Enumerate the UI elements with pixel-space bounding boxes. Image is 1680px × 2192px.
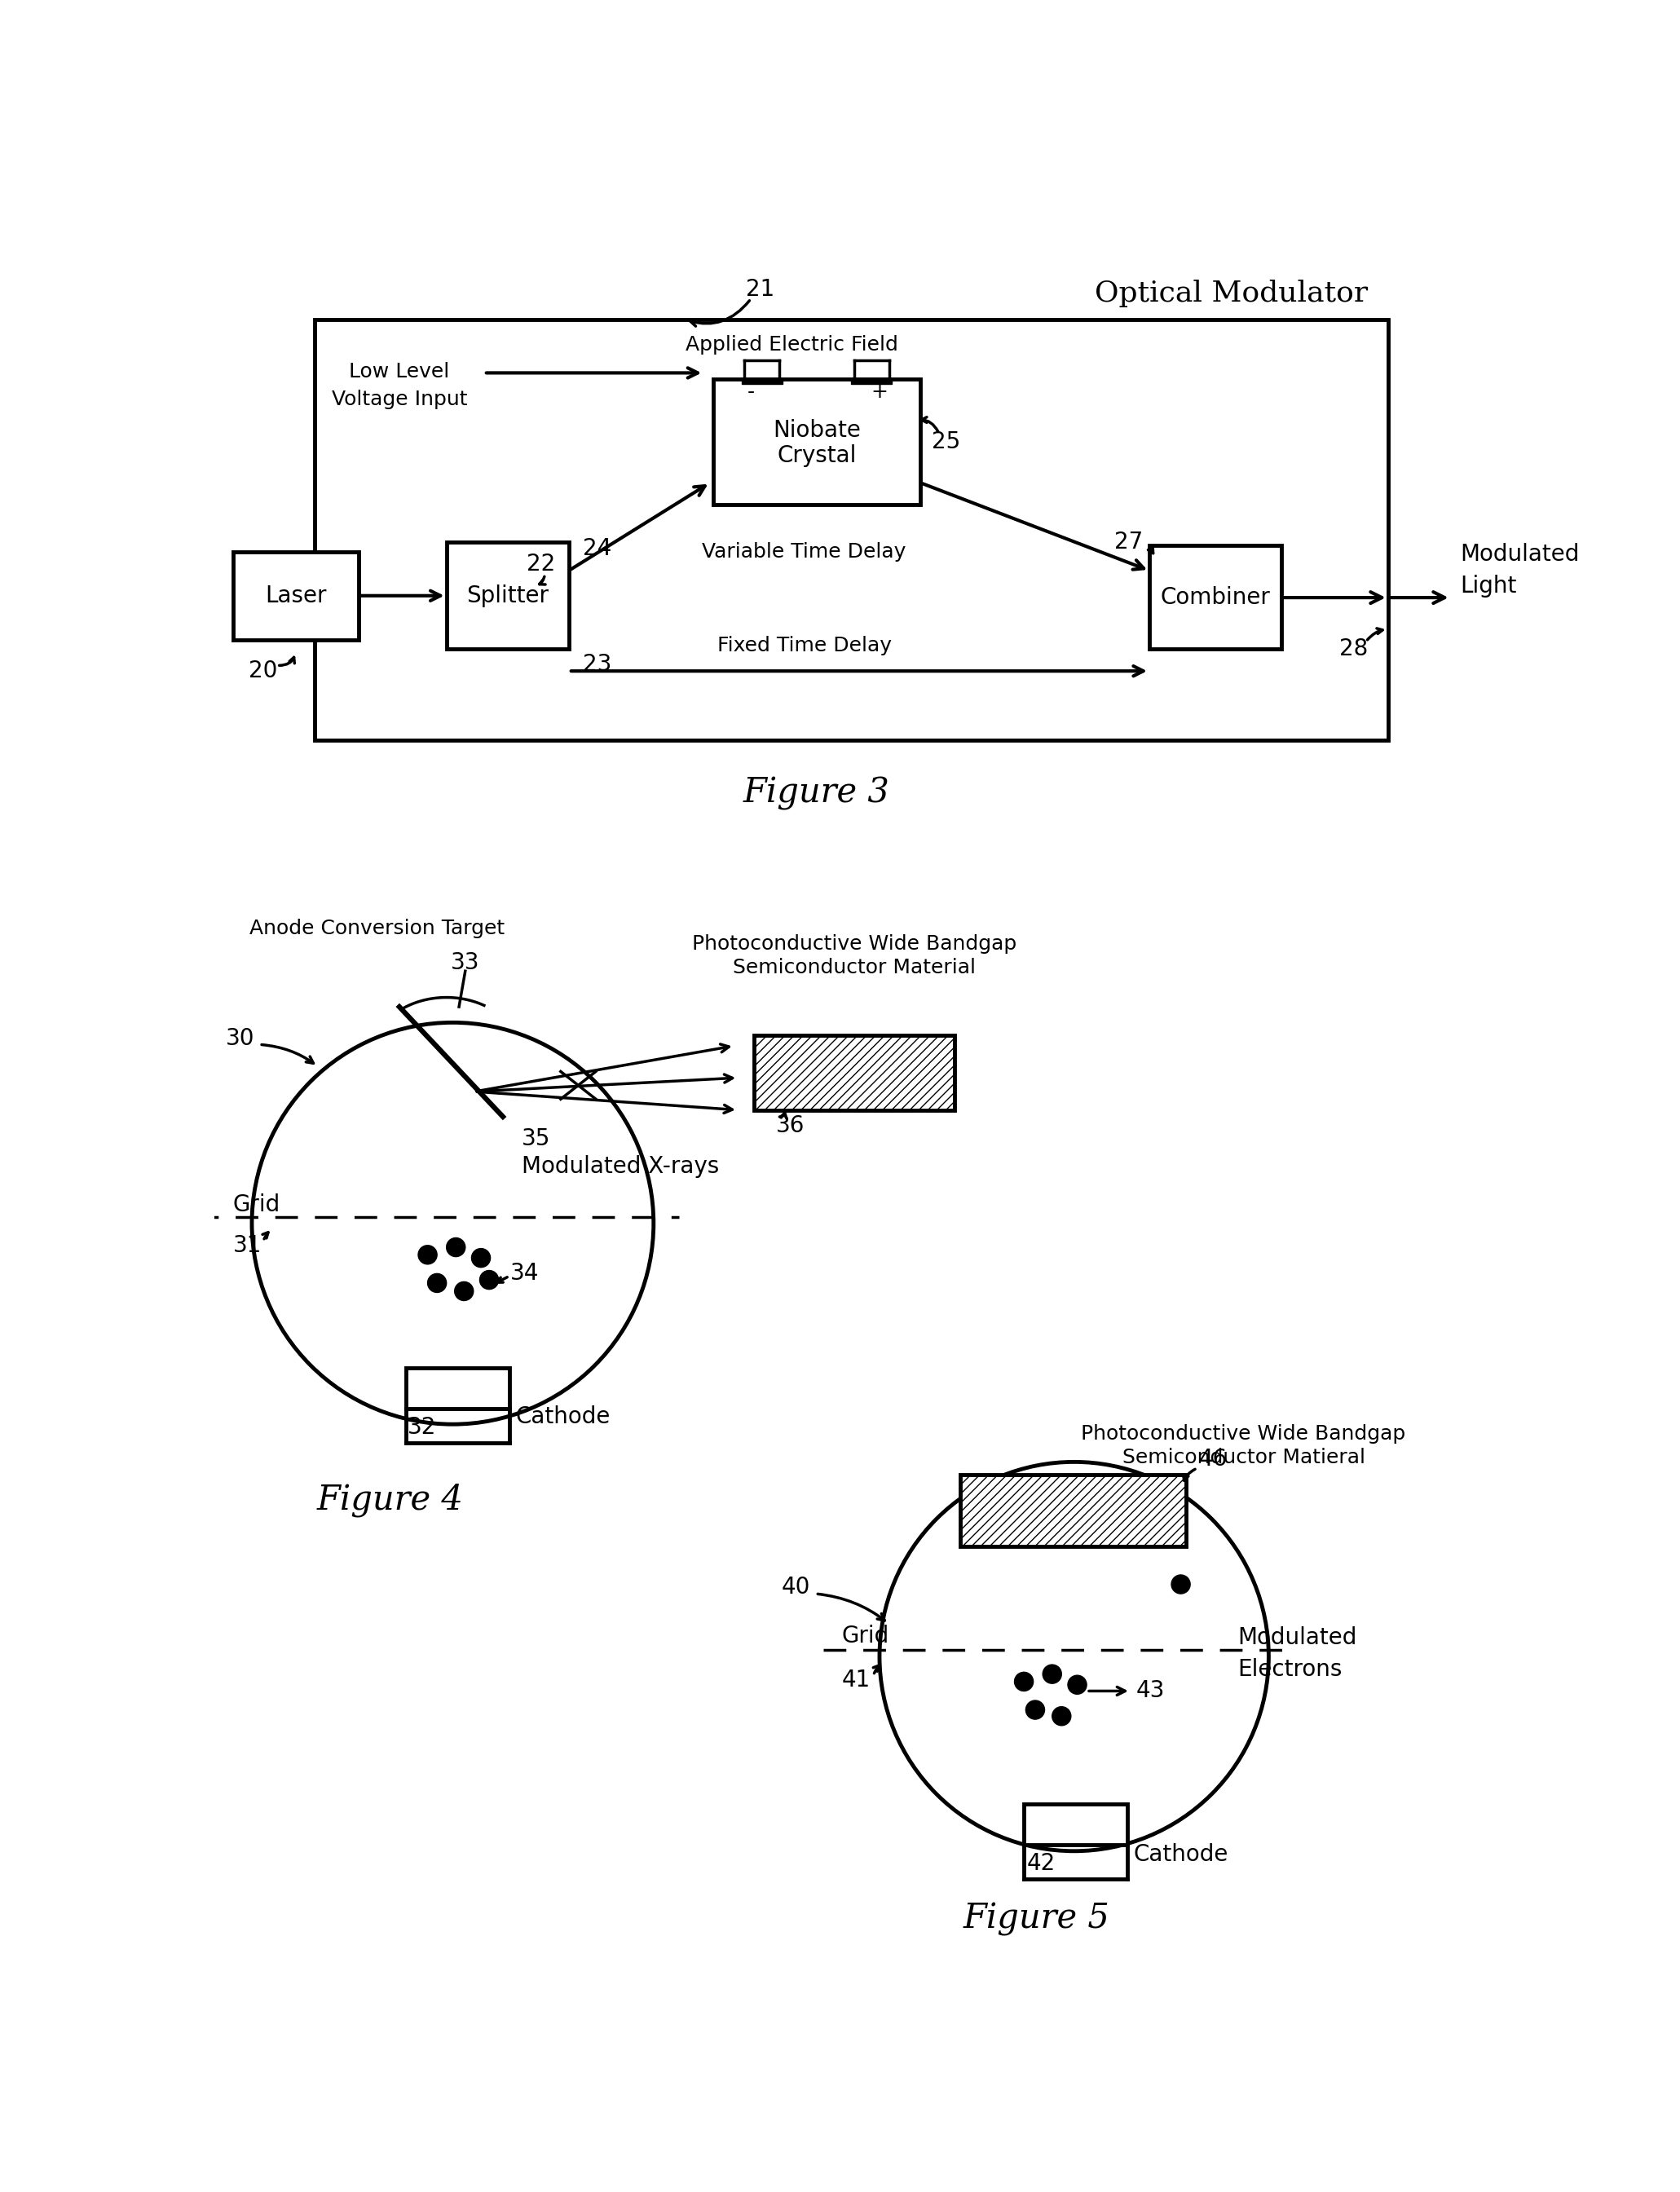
Text: Modulated X-rays: Modulated X-rays xyxy=(522,1155,719,1179)
Circle shape xyxy=(1052,1708,1070,1725)
Bar xyxy=(405,1368,509,1409)
Text: Figure 3: Figure 3 xyxy=(744,776,890,811)
Circle shape xyxy=(1068,1675,1087,1694)
Text: Cathode: Cathode xyxy=(1134,1843,1228,1865)
Text: 24: 24 xyxy=(583,537,612,559)
Circle shape xyxy=(1015,1672,1033,1690)
Circle shape xyxy=(1043,1664,1062,1683)
Bar xyxy=(447,541,570,649)
Text: 46: 46 xyxy=(1198,1447,1226,1471)
FancyArrowPatch shape xyxy=(1183,1469,1194,1480)
Text: 28: 28 xyxy=(1339,638,1368,660)
Circle shape xyxy=(455,1282,474,1300)
Bar xyxy=(754,1035,954,1111)
Circle shape xyxy=(472,1249,491,1267)
Text: 34: 34 xyxy=(511,1263,539,1285)
Text: Combiner: Combiner xyxy=(1161,585,1270,609)
Text: 27: 27 xyxy=(1114,530,1142,555)
Text: Cathode: Cathode xyxy=(516,1405,610,1429)
Text: Niobate: Niobate xyxy=(773,419,860,443)
Text: 43: 43 xyxy=(1136,1679,1164,1703)
Text: 40: 40 xyxy=(781,1576,810,1598)
Text: Figure 4: Figure 4 xyxy=(316,1482,464,1517)
FancyArrowPatch shape xyxy=(262,1232,269,1238)
Text: Photoconductive Wide Bandgap: Photoconductive Wide Bandgap xyxy=(692,934,1016,954)
Text: 25: 25 xyxy=(932,430,961,454)
FancyArrowPatch shape xyxy=(780,1114,786,1118)
FancyArrowPatch shape xyxy=(497,1278,507,1282)
Text: Low Level
Voltage Input: Low Level Voltage Input xyxy=(331,362,467,410)
Text: Figure 5: Figure 5 xyxy=(963,1903,1110,1936)
Bar xyxy=(1023,1804,1127,1846)
Text: 23: 23 xyxy=(583,653,612,675)
Circle shape xyxy=(480,1271,499,1289)
Text: Semiconductor Matieral: Semiconductor Matieral xyxy=(1122,1447,1366,1466)
Bar xyxy=(234,552,358,640)
Text: Photoconductive Wide Bandgap: Photoconductive Wide Bandgap xyxy=(1082,1425,1406,1445)
Text: Semiconductor Material: Semiconductor Material xyxy=(732,958,976,978)
FancyArrowPatch shape xyxy=(690,300,749,327)
Text: Optical Modulator: Optical Modulator xyxy=(1094,278,1368,307)
Text: 35: 35 xyxy=(522,1127,551,1151)
Text: Crystal: Crystal xyxy=(778,445,857,467)
Text: Modulated
Light: Modulated Light xyxy=(1460,544,1579,598)
FancyArrowPatch shape xyxy=(1147,548,1152,552)
Text: 20: 20 xyxy=(249,660,277,682)
Text: 31: 31 xyxy=(234,1234,262,1256)
Text: 32: 32 xyxy=(408,1416,437,1438)
Text: 21: 21 xyxy=(746,278,774,300)
FancyArrowPatch shape xyxy=(1368,629,1383,640)
Circle shape xyxy=(447,1238,465,1256)
Bar xyxy=(1149,546,1282,649)
Circle shape xyxy=(418,1245,437,1265)
Text: Grid: Grid xyxy=(842,1624,889,1648)
FancyArrowPatch shape xyxy=(539,576,546,585)
Text: Splitter: Splitter xyxy=(467,585,549,607)
Text: 30: 30 xyxy=(227,1026,255,1050)
Bar xyxy=(959,1475,1186,1548)
FancyArrowPatch shape xyxy=(262,1046,314,1063)
FancyArrowPatch shape xyxy=(279,658,294,666)
Text: Modulated
Electrons: Modulated Electrons xyxy=(1236,1626,1356,1681)
Bar xyxy=(852,379,892,384)
Bar xyxy=(714,379,921,504)
Text: Anode Conversion Target: Anode Conversion Target xyxy=(250,918,506,938)
Text: Laser: Laser xyxy=(265,585,326,607)
Text: Fixed Time Delay: Fixed Time Delay xyxy=(717,636,892,655)
Text: +: + xyxy=(870,381,889,401)
Bar xyxy=(314,320,1388,741)
Circle shape xyxy=(1026,1701,1045,1719)
Text: Variable Time Delay: Variable Time Delay xyxy=(702,541,906,561)
Text: -: - xyxy=(748,381,754,401)
Text: Applied Electric Field: Applied Electric Field xyxy=(685,335,899,355)
Text: Grid: Grid xyxy=(234,1192,281,1217)
Circle shape xyxy=(1171,1574,1189,1594)
FancyArrowPatch shape xyxy=(921,416,937,432)
Text: 42: 42 xyxy=(1026,1852,1055,1874)
Text: 33: 33 xyxy=(450,951,480,973)
FancyArrowPatch shape xyxy=(874,1666,879,1672)
Text: 36: 36 xyxy=(776,1116,805,1138)
Text: 41: 41 xyxy=(842,1668,870,1692)
Circle shape xyxy=(428,1274,447,1293)
Bar xyxy=(741,379,783,384)
Text: 22: 22 xyxy=(526,552,554,576)
FancyArrowPatch shape xyxy=(818,1594,885,1620)
